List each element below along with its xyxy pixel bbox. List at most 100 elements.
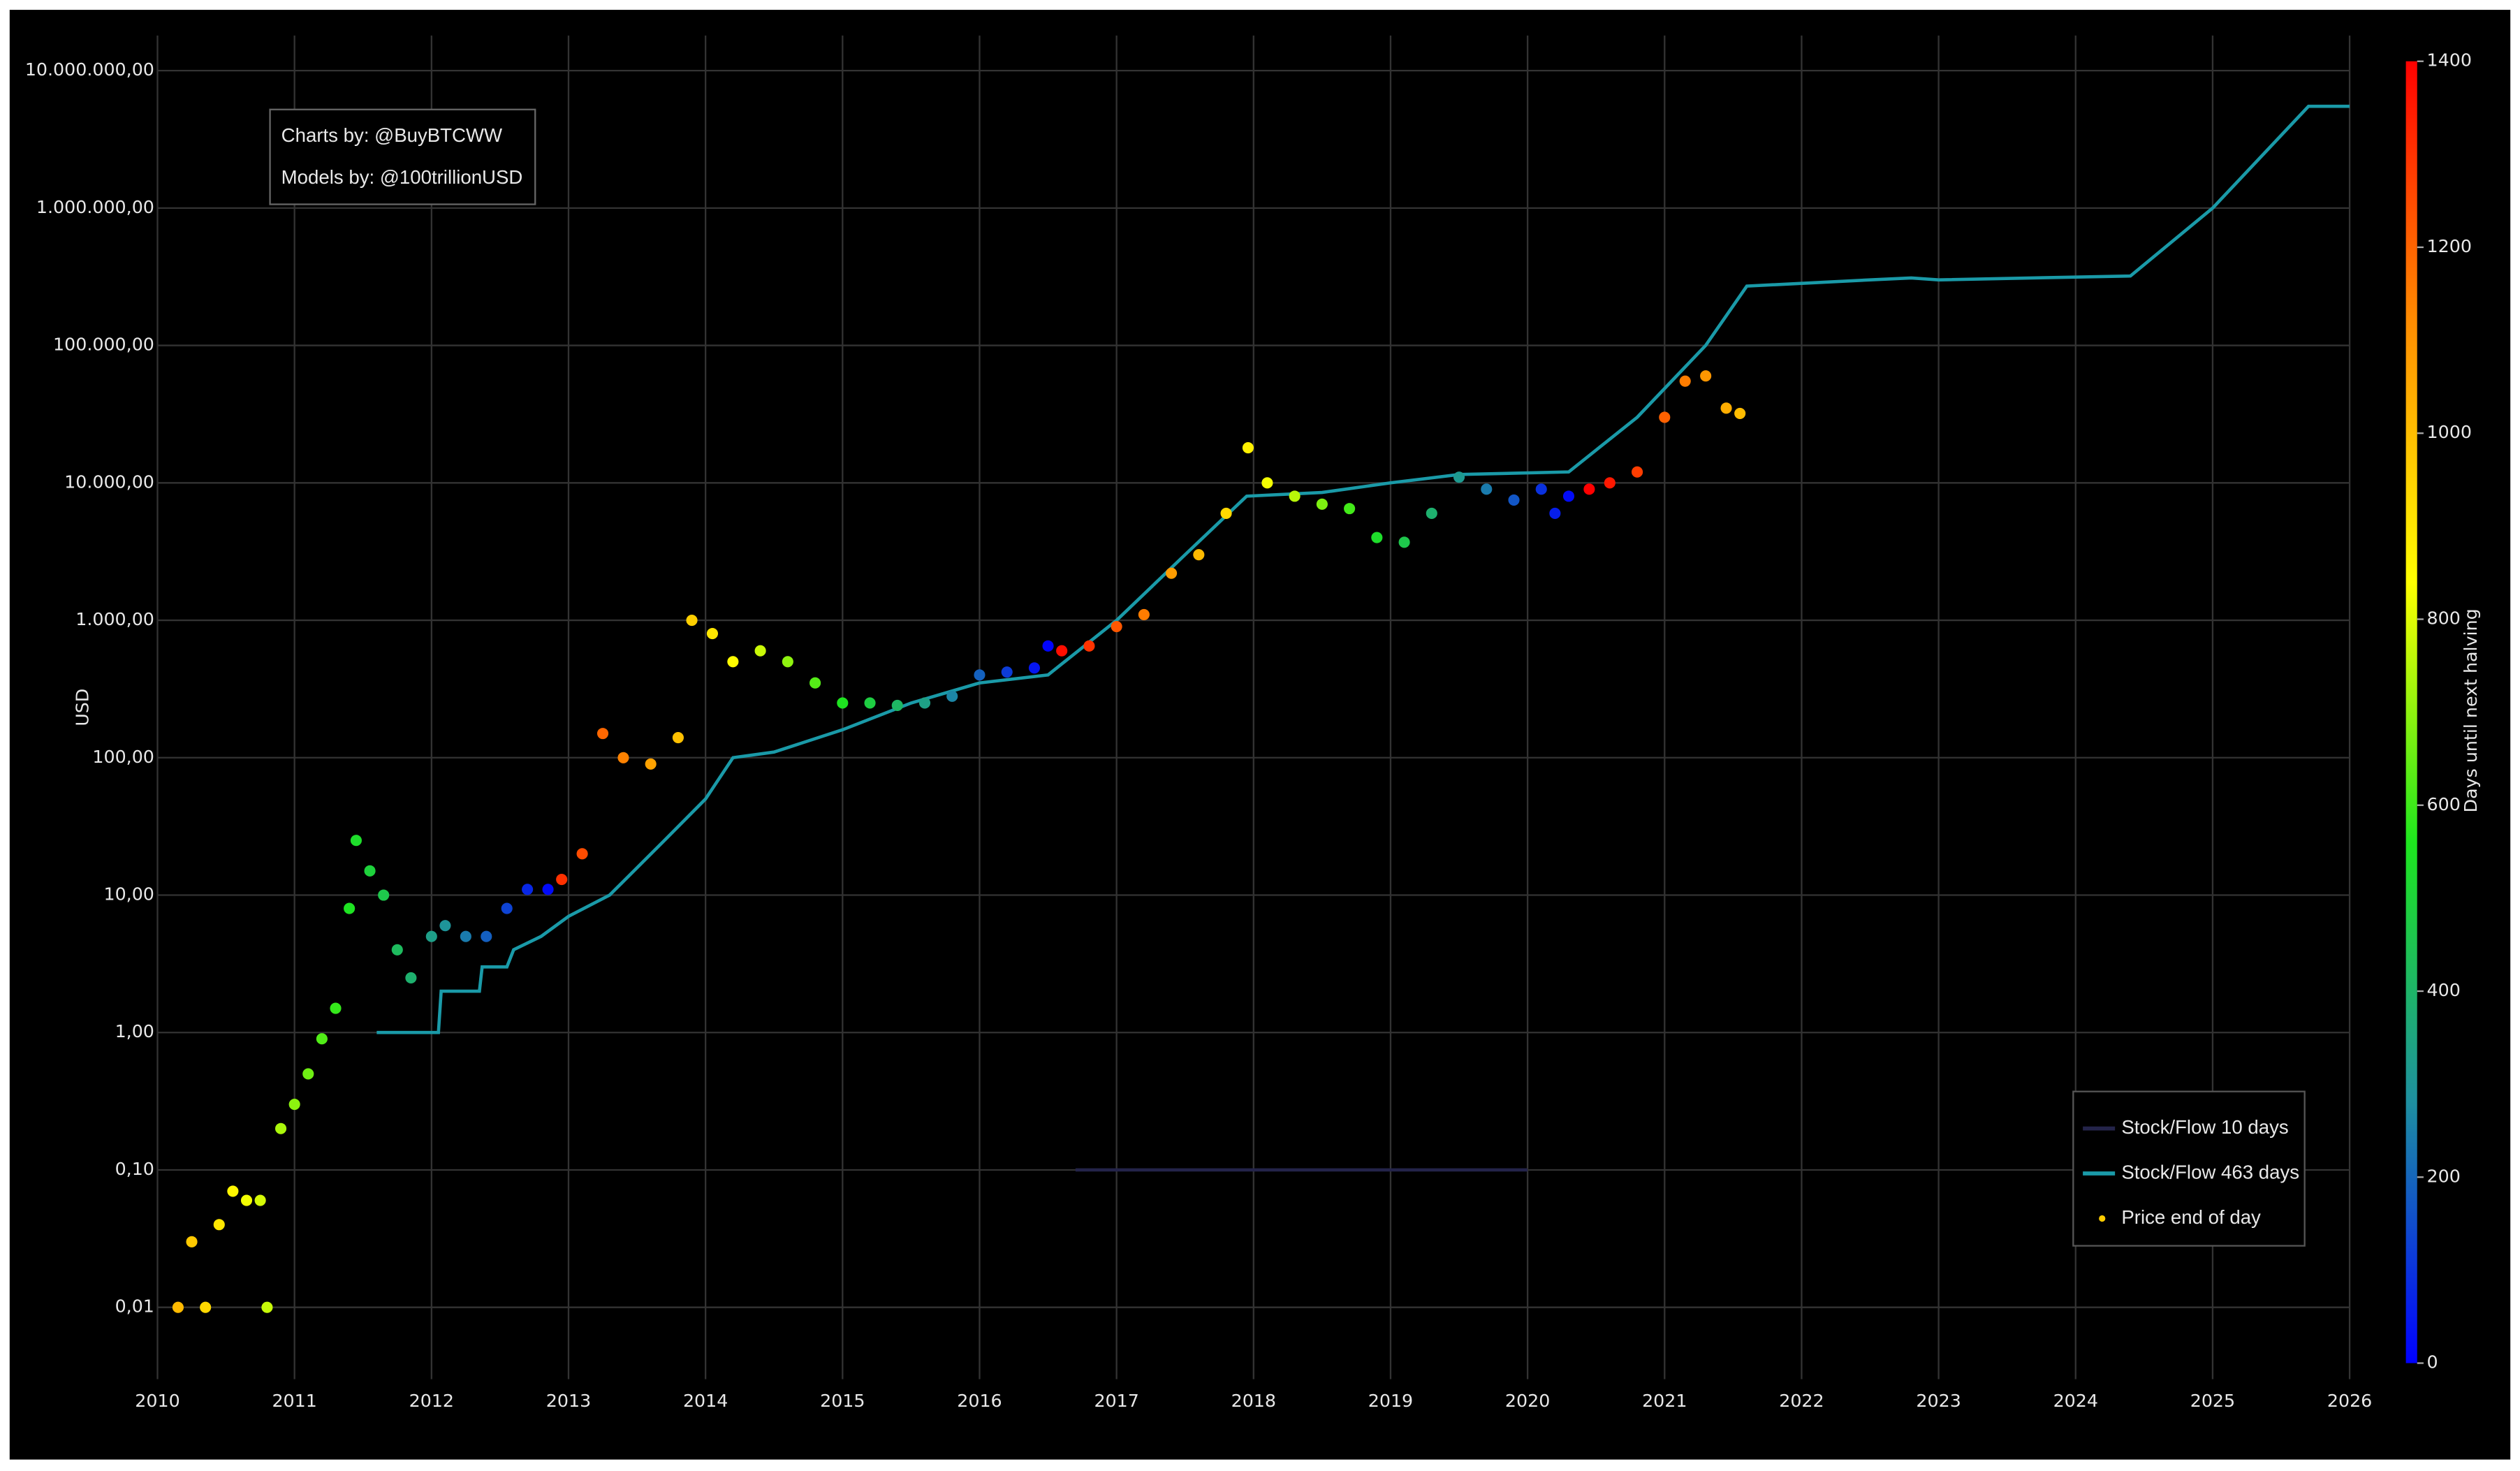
x-tick-label: 2013 bbox=[546, 1391, 591, 1411]
colorbar-tick-label: 600 bbox=[2427, 794, 2461, 814]
y-tick-label: 10.000,00 bbox=[64, 471, 154, 492]
price-point bbox=[350, 835, 362, 847]
price-point bbox=[1042, 640, 1054, 652]
price-point bbox=[1220, 507, 1232, 520]
price-point bbox=[1166, 567, 1178, 579]
price-point bbox=[1659, 411, 1671, 423]
price-point bbox=[1242, 442, 1254, 454]
annotation: Models by: @100trillionUSD bbox=[281, 166, 523, 188]
price-point bbox=[316, 1033, 328, 1045]
price-point bbox=[1111, 620, 1122, 633]
series-line bbox=[376, 104, 2350, 1034]
price-point bbox=[782, 656, 793, 668]
price-point bbox=[946, 690, 958, 702]
price-point bbox=[686, 614, 698, 627]
y-tick-label: 1.000.000,00 bbox=[36, 197, 154, 217]
price-point bbox=[1734, 407, 1746, 419]
price-point bbox=[837, 697, 849, 709]
price-point bbox=[364, 865, 376, 877]
price-point bbox=[1056, 645, 1068, 657]
colorbar-label: Days until next halving bbox=[2461, 608, 2481, 812]
x-tick-label: 2010 bbox=[135, 1391, 180, 1411]
price-point bbox=[1508, 494, 1520, 506]
colorbar-tick-label: 1000 bbox=[2427, 422, 2472, 442]
price-point bbox=[481, 930, 492, 942]
price-point bbox=[1679, 375, 1691, 387]
legend-label: Price end of day bbox=[2121, 1206, 2261, 1228]
price-point bbox=[391, 944, 403, 956]
price-point bbox=[672, 731, 684, 744]
price-point bbox=[974, 669, 986, 681]
price-point bbox=[1481, 483, 1493, 495]
x-tick-label: 2021 bbox=[1642, 1391, 1687, 1411]
price-point bbox=[645, 758, 657, 770]
colorbar-tick-label: 1400 bbox=[2427, 50, 2472, 71]
price-point bbox=[542, 884, 554, 895]
price-point bbox=[200, 1301, 212, 1313]
x-tick-label: 2016 bbox=[957, 1391, 1002, 1411]
price-point bbox=[754, 645, 766, 657]
price-point bbox=[1583, 483, 1595, 495]
price-point bbox=[1426, 507, 1437, 520]
x-tick-label: 2023 bbox=[1916, 1391, 1961, 1411]
colorbar-tick-label: 1200 bbox=[2427, 236, 2472, 256]
legend-swatch bbox=[2099, 1215, 2106, 1222]
price-point bbox=[288, 1099, 300, 1111]
price-point bbox=[727, 656, 739, 668]
x-tick-label: 2014 bbox=[683, 1391, 728, 1411]
price-point bbox=[1289, 490, 1301, 502]
price-point bbox=[576, 848, 588, 860]
price-point bbox=[617, 752, 629, 763]
annotation-box bbox=[269, 108, 536, 205]
y-tick-label: 0,10 bbox=[115, 1159, 154, 1179]
x-tick-label: 2012 bbox=[409, 1391, 454, 1411]
legend-label: Stock/Flow 10 days bbox=[2121, 1116, 2288, 1138]
price-point bbox=[1398, 536, 1410, 548]
price-point bbox=[1261, 477, 1273, 489]
price-point bbox=[1371, 532, 1383, 543]
price-point bbox=[405, 972, 417, 984]
price-point bbox=[1631, 466, 1643, 478]
x-tick-label: 2015 bbox=[820, 1391, 865, 1411]
y-tick-label: 10.000.000,00 bbox=[25, 59, 154, 80]
price-point bbox=[1535, 483, 1547, 495]
x-tick-label: 2026 bbox=[2327, 1391, 2372, 1411]
y-tick-label: 0,01 bbox=[115, 1296, 154, 1317]
grid bbox=[156, 35, 2351, 1379]
x-tick-label: 2024 bbox=[2053, 1391, 2098, 1411]
annotation: Charts by: @BuyBTCWW bbox=[281, 124, 502, 146]
colorbar bbox=[2405, 61, 2417, 1363]
y-axis-label: USD bbox=[73, 689, 93, 726]
price-point bbox=[302, 1068, 314, 1080]
price-point bbox=[227, 1185, 239, 1197]
price-point bbox=[918, 697, 931, 709]
price-point bbox=[864, 697, 876, 709]
price-point bbox=[240, 1194, 253, 1206]
price-point bbox=[425, 930, 437, 942]
y-tick-label: 10,00 bbox=[103, 884, 154, 905]
x-tick-label: 2018 bbox=[1231, 1391, 1276, 1411]
price-point bbox=[706, 628, 719, 640]
colorbar-tick-label: 0 bbox=[2427, 1352, 2438, 1373]
x-tick-label: 2019 bbox=[1368, 1391, 1413, 1411]
price-point bbox=[1028, 662, 1040, 674]
price-point bbox=[254, 1194, 266, 1206]
price-point bbox=[1562, 490, 1575, 502]
price-point bbox=[213, 1219, 225, 1231]
x-tick-label: 2020 bbox=[1505, 1391, 1550, 1411]
price-point bbox=[810, 677, 821, 689]
price-point bbox=[1083, 640, 1095, 652]
price-point bbox=[344, 902, 356, 914]
price-point bbox=[261, 1301, 273, 1313]
x-tick-label: 2025 bbox=[2190, 1391, 2235, 1411]
legend-label: Stock/Flow 463 days bbox=[2121, 1161, 2299, 1183]
price-point bbox=[556, 874, 568, 886]
colorbar-tick-label: 800 bbox=[2427, 608, 2461, 629]
price-point bbox=[522, 884, 534, 895]
legend-box bbox=[2072, 1090, 2306, 1247]
price-point bbox=[891, 699, 903, 712]
price-point bbox=[1700, 370, 1712, 382]
price-point bbox=[1453, 471, 1465, 483]
price-point bbox=[378, 889, 390, 901]
